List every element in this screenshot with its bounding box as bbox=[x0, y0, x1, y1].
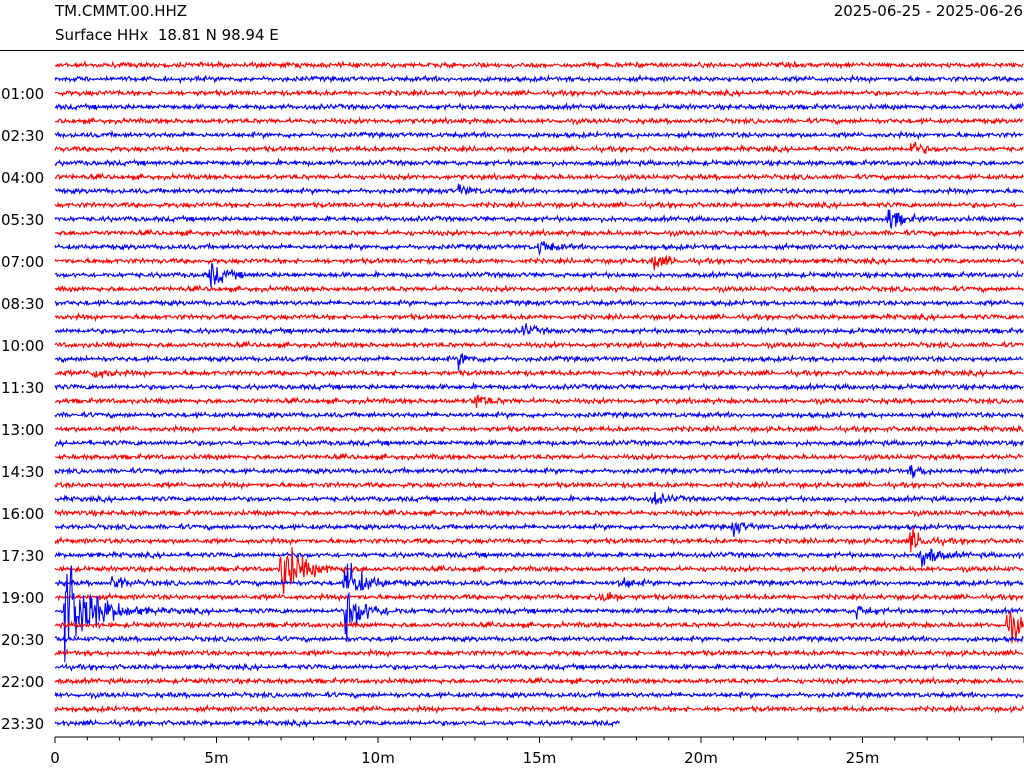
trace-row-0 bbox=[54, 59, 1024, 71]
trace-row-11 bbox=[54, 209, 1024, 229]
traces bbox=[54, 59, 1024, 728]
trace-row-34 bbox=[54, 526, 1024, 553]
y-tick-label: 22:00 bbox=[1, 673, 44, 691]
x-tick-label: 25m bbox=[846, 749, 880, 767]
trace-row-19 bbox=[54, 323, 1024, 336]
y-tick-label: 08:30 bbox=[1, 295, 44, 313]
y-tick-label: 16:00 bbox=[1, 505, 44, 523]
trace-row-16 bbox=[54, 283, 1024, 294]
trace-row-42 bbox=[54, 647, 1024, 659]
y-tick-label: 17:30 bbox=[1, 547, 44, 565]
trace-row-8 bbox=[54, 171, 1024, 182]
date-range: 2025-06-25 - 2025-06-26 bbox=[833, 2, 1023, 20]
trace-row-27 bbox=[54, 437, 1024, 448]
x-tick-label: 10m bbox=[361, 749, 395, 767]
y-tick-label: 05:30 bbox=[1, 211, 44, 229]
trace-row-1 bbox=[54, 73, 1024, 85]
trace-row-2 bbox=[54, 88, 1024, 98]
trace-row-45 bbox=[54, 689, 1024, 700]
trace-row-35 bbox=[54, 548, 1024, 568]
trace-row-12 bbox=[55, 227, 1024, 238]
trace-row-43 bbox=[54, 662, 1024, 672]
trace-row-22 bbox=[54, 368, 1024, 379]
y-tick-label: 13:00 bbox=[1, 421, 44, 439]
header: TM.CMMT.00.HHZ Surface HHx 18.81 N 98.94… bbox=[0, 0, 1024, 52]
header-rule bbox=[0, 50, 1024, 51]
trace-row-38 bbox=[54, 591, 1024, 603]
trace-row-36 bbox=[54, 547, 1024, 595]
y-tick-label: 19:00 bbox=[1, 589, 44, 607]
y-tick-label: 11:30 bbox=[1, 379, 44, 397]
y-tick-label: 04:00 bbox=[1, 169, 44, 187]
x-tick-label: 15m bbox=[523, 749, 557, 767]
y-tick-label: 23:30 bbox=[1, 715, 44, 733]
trace-row-7 bbox=[54, 157, 1024, 168]
trace-row-47 bbox=[54, 718, 621, 728]
station-code: TM.CMMT.00.HHZ bbox=[55, 2, 188, 20]
trace-row-37 bbox=[54, 562, 1024, 591]
trace-row-4 bbox=[54, 115, 1024, 126]
y-tick-label: 01:00 bbox=[1, 85, 44, 103]
station-location: Surface HHx 18.81 N 98.94 E bbox=[55, 26, 279, 44]
trace-row-25 bbox=[54, 409, 1024, 420]
trace-row-6 bbox=[54, 141, 1024, 154]
trace-row-3 bbox=[54, 101, 1024, 112]
trace-row-14 bbox=[54, 254, 1024, 271]
trace-row-32 bbox=[54, 507, 1024, 518]
trace-row-44 bbox=[54, 675, 1024, 686]
x-tick-label: 20m bbox=[684, 749, 718, 767]
y-tick-label: 10:00 bbox=[1, 337, 44, 355]
trace-row-9 bbox=[54, 183, 1024, 197]
trace-row-46 bbox=[54, 703, 1024, 715]
trace-row-13 bbox=[54, 241, 1024, 257]
trace-row-23 bbox=[54, 381, 1024, 392]
trace-row-15 bbox=[54, 263, 1024, 288]
trace-row-31 bbox=[54, 491, 1024, 505]
y-tick-label: 07:00 bbox=[1, 253, 44, 271]
x-tick-label: 5m bbox=[204, 749, 228, 767]
trace-row-40 bbox=[54, 610, 1024, 644]
trace-row-18 bbox=[54, 311, 1024, 323]
y-tick-label: 14:30 bbox=[1, 463, 44, 481]
x-tick-label: 0 bbox=[50, 749, 60, 767]
trace-row-30 bbox=[54, 479, 1024, 491]
trace-row-17 bbox=[54, 297, 1024, 308]
trace-row-10 bbox=[54, 200, 1024, 210]
trace-row-39 bbox=[54, 565, 1024, 663]
trace-row-29 bbox=[54, 465, 1024, 479]
trace-row-20 bbox=[54, 339, 1024, 350]
trace-row-41 bbox=[54, 634, 1024, 644]
trace-row-26 bbox=[54, 423, 1024, 435]
trace-row-21 bbox=[54, 353, 1024, 371]
y-tick-label: 02:30 bbox=[1, 127, 44, 145]
y-tick-label: 20:30 bbox=[1, 631, 44, 649]
trace-row-24 bbox=[54, 393, 1024, 408]
trace-row-33 bbox=[55, 521, 1024, 537]
trace-row-28 bbox=[54, 451, 1024, 462]
trace-row-5 bbox=[54, 129, 1024, 141]
